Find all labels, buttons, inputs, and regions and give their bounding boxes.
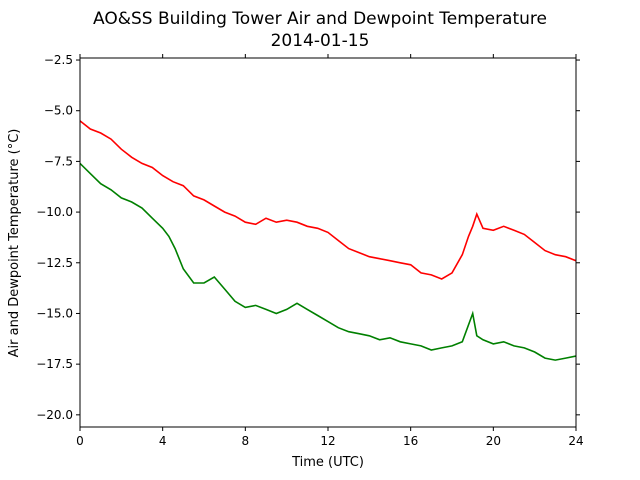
x-tick-label: 16 [403,434,418,448]
x-tick-label: 4 [159,434,167,448]
y-tick-label: −2.5 [44,53,73,67]
chart-subtitle: 2014-01-15 [271,31,370,51]
x-tick-label: 20 [486,434,501,448]
x-tick-label: 0 [76,434,84,448]
y-tick-label: −12.5 [36,256,73,270]
series-line-1 [80,120,576,280]
y-tick-label: −10.0 [36,205,73,219]
plot-frame [79,57,577,428]
y-tick-label: −20.0 [36,408,73,422]
y-axis-label: Air and Dewpoint Temperature (°C) [7,129,22,358]
y-tick-label: −7.5 [44,154,73,168]
x-tick-label: 24 [568,434,583,448]
chart-title: AO&SS Building Tower Air and Dewpoint Te… [93,9,547,29]
plot-area: 0 4 8 12 16 20 24 −2.5 −5.0 −7.5 −10.0 −12.5 −15.0 −1… [36,53,583,448]
series-line-2 [80,162,576,361]
x-tick-label: 12 [320,434,335,448]
x-tick-label: 8 [242,434,250,448]
x-axis-label: Time (UTC) [291,455,364,470]
y-tick-label: −17.5 [36,357,73,371]
y-tick-label: −15.0 [36,306,73,320]
y-tick-label: −5.0 [44,104,73,118]
